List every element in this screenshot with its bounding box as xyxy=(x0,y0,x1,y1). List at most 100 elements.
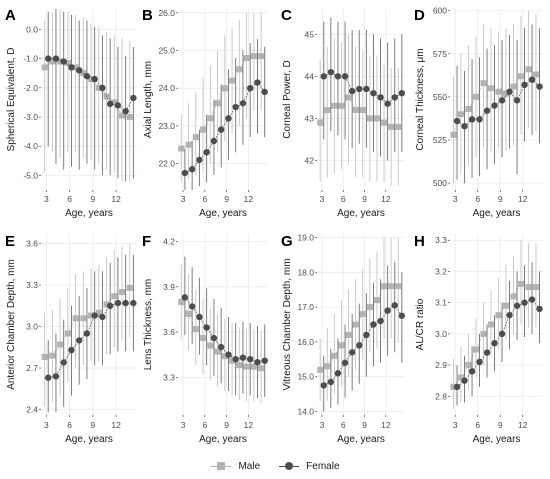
female-point xyxy=(483,107,491,114)
y-tick-label: 3.6 xyxy=(163,327,175,337)
female-point xyxy=(45,55,52,62)
panel-b: B 22.0 23.0 24.0 25.0 26.0 3 6 9 12 Age, years Axia… xyxy=(142,7,268,219)
female-point xyxy=(239,100,247,107)
female-point xyxy=(356,342,363,349)
female-point xyxy=(254,79,261,86)
y-tick-label: -1.0 xyxy=(23,54,38,64)
x-tick-label: 3 xyxy=(44,420,49,430)
male-point xyxy=(472,346,479,353)
male-point xyxy=(517,73,524,80)
male-point xyxy=(324,107,331,114)
male-point xyxy=(214,348,221,355)
x-tick-label: 3 xyxy=(453,420,458,430)
female-point xyxy=(247,84,254,92)
male-point xyxy=(119,289,126,296)
y-tick-label: 3.2 xyxy=(435,266,447,276)
female-point xyxy=(348,87,356,95)
y-tick-label: 2.9 xyxy=(435,360,447,370)
male-point xyxy=(532,71,539,78)
series-female xyxy=(453,262,543,406)
female-point xyxy=(68,64,75,71)
male-point xyxy=(359,107,366,114)
male-point xyxy=(88,312,95,319)
female-point xyxy=(99,84,106,92)
panel-h: H 2.8 2.9 3.0 3.1 3.2 3.3 3 6 9 12 Age, years AL/CR … xyxy=(414,233,543,445)
female-point xyxy=(261,88,268,96)
male-point xyxy=(480,80,487,87)
male-point xyxy=(200,126,207,133)
series-male xyxy=(41,243,133,407)
grid xyxy=(450,234,543,415)
male-point xyxy=(57,58,64,65)
x-tick-label: 12 xyxy=(518,194,528,204)
y-tick-label: 18.0 xyxy=(297,267,314,277)
male-point xyxy=(457,374,464,381)
series-male xyxy=(317,34,402,186)
x-tick-label: 12 xyxy=(381,194,391,204)
y-axis-title: Axial Length, mm xyxy=(143,61,154,138)
male-point xyxy=(207,342,214,349)
female-point xyxy=(513,97,521,104)
x-tick-label: 6 xyxy=(67,420,72,430)
female-point xyxy=(122,299,129,307)
male-point xyxy=(236,362,243,369)
male-point xyxy=(178,145,185,152)
male-point xyxy=(324,363,331,370)
y-tick-label: 600 xyxy=(433,6,447,16)
panel-letter: E xyxy=(5,233,15,250)
y-tick-label: 3.1 xyxy=(435,298,447,308)
y-axis-title: Vitreous Chamber Depth, mm xyxy=(282,258,293,390)
male-point xyxy=(450,383,457,390)
female-point xyxy=(210,137,218,145)
male-point xyxy=(119,112,126,119)
female-point xyxy=(476,116,483,123)
female-point xyxy=(334,73,342,80)
y-tick-label: 3.3 xyxy=(163,372,175,382)
female-point xyxy=(476,358,483,366)
x-tick-label: 6 xyxy=(475,420,480,430)
male-point xyxy=(200,335,207,342)
y-tick-label: -5.0 xyxy=(23,170,38,180)
female-point xyxy=(83,330,91,337)
x-axis-title: Age, years xyxy=(473,434,521,445)
series-male xyxy=(178,12,265,183)
female-point xyxy=(75,337,83,344)
panel-letter: D xyxy=(414,7,425,24)
female-point xyxy=(203,149,210,156)
male-point xyxy=(388,283,395,290)
y-tick-label: 19.0 xyxy=(297,232,314,242)
female-point xyxy=(188,303,196,310)
y-tick-label: 2.4 xyxy=(26,404,38,414)
male-point xyxy=(510,83,517,90)
male-point xyxy=(80,315,87,322)
female-point xyxy=(91,312,98,319)
female-point xyxy=(203,324,210,331)
male-point xyxy=(72,315,79,322)
female-point xyxy=(106,100,114,108)
grid xyxy=(41,234,137,415)
male-point xyxy=(178,298,185,305)
male-point xyxy=(450,131,457,138)
male-point xyxy=(64,330,71,337)
x-tick-label: 3 xyxy=(44,194,49,204)
female-point xyxy=(196,313,203,321)
female-point xyxy=(225,115,232,122)
male-point xyxy=(317,366,324,373)
series-female xyxy=(45,254,137,413)
female-point xyxy=(334,370,342,377)
male-point xyxy=(88,76,95,83)
y-tick-label: 3.9 xyxy=(163,282,175,292)
y-tick-label: 550 xyxy=(433,92,447,102)
male-point xyxy=(95,84,102,91)
y-tick-label: -2.0 xyxy=(23,83,38,93)
legend: Male Female xyxy=(0,456,550,476)
legend-item-female: Female xyxy=(278,459,340,473)
female-point xyxy=(536,305,543,313)
female-point xyxy=(68,346,75,354)
male-point xyxy=(345,331,352,338)
y-tick-label: 0.0 xyxy=(26,24,38,34)
y-tick-label: 2.7 xyxy=(26,363,38,373)
male-point xyxy=(214,100,221,107)
y-tick-label: 3.3 xyxy=(26,280,38,290)
